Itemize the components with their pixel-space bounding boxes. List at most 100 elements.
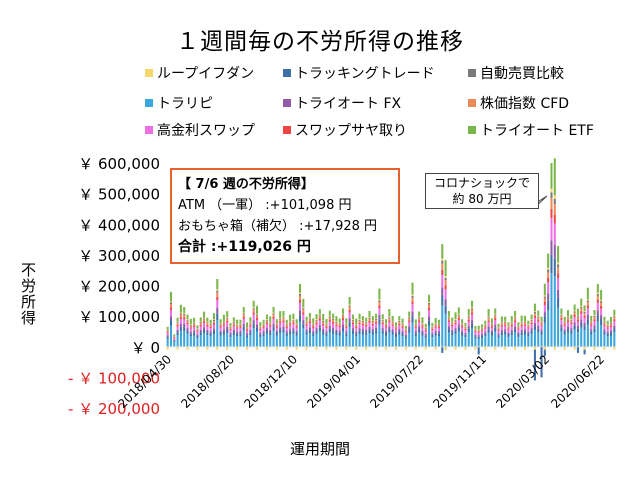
bar-segment [520,322,523,324]
bar-segment [418,326,421,330]
bar-segment [490,327,493,331]
bar-segment [322,323,325,326]
bar-segment [454,319,457,320]
bar-segment [490,332,493,336]
bar-segment [401,326,404,328]
bar-segment [401,333,404,336]
bar-negative [285,346,288,350]
bar-segment [315,324,318,329]
bar-segment [368,317,371,319]
bar-segment [437,324,440,327]
bar-segment [567,329,570,333]
bar-segment [497,333,500,336]
bar-segment [411,297,414,302]
bar-segment [189,325,192,328]
bar-segment [196,338,199,347]
bar-segment [527,324,530,326]
bar-segment [229,334,232,338]
bar-segment [308,321,311,324]
bar-segment [500,323,503,325]
bar-negative [424,346,427,350]
bar-negative [196,346,199,350]
bar-segment [411,294,414,296]
bar-segment [408,318,411,321]
bar-segment [600,299,603,301]
bar-segment [580,319,583,324]
bar-segment [418,322,421,327]
bar-segment [361,323,364,326]
bar-segment [262,324,265,327]
bar-segment [203,318,206,320]
bar-segment [255,319,259,325]
bar-segment [510,323,513,325]
bar-segment [613,316,616,318]
bar-segment [454,330,457,334]
bar-segment [514,322,517,327]
bar-segment [232,322,235,325]
bar-segment [471,312,474,315]
bar-segment [222,329,225,332]
bar-segment [219,335,222,347]
bar-segment [236,328,239,332]
bar-segment [289,329,292,332]
bar-segment [275,323,278,325]
bar-segment [547,253,550,268]
bar-segment [408,311,411,314]
bar-segment [236,333,239,337]
bar-segment [206,332,209,336]
bar-negative [533,346,536,381]
bar-segment [428,303,431,305]
bar-segment [547,267,550,270]
bar-segment [199,326,202,330]
bar-segment [418,329,421,333]
bar-segment [368,311,371,318]
legend-label: 高金利スワップ [157,123,255,139]
bar-segment [388,322,391,327]
bar-segment [421,330,424,333]
bar-segment [385,327,388,331]
bar-segment [199,324,202,327]
bar-segment [358,320,361,323]
bar-segment [381,320,384,323]
bar-segment [547,272,550,278]
bar-segment [543,322,546,347]
bar-segment [298,295,302,300]
legend-swatch [468,126,476,134]
bar-segment [183,315,186,318]
bar-segment [567,326,570,330]
bar-segment [342,324,345,328]
bar-segment [292,330,295,334]
bar-segment [242,316,245,319]
bar-segment [560,331,563,347]
legend-label: 株価指数 CFD [480,96,570,112]
bar-segment [418,311,421,313]
bar-segment [285,331,288,334]
covid-note-line1: コロナショックで [433,176,530,190]
bar-segment [229,326,232,328]
bar-segment [351,322,354,325]
bar-negative [275,346,278,350]
bar-segment [375,318,378,320]
bar-segment [424,337,427,347]
bar-segment [447,318,450,321]
bar-segment [358,333,361,347]
bar-segment [328,317,331,320]
bar-segment [596,310,599,316]
bar-segment [490,323,493,324]
bar-segment [365,329,368,333]
bar-segment [361,316,364,321]
bar-segment [219,323,222,324]
bar-negative [345,346,348,350]
bar-segment [500,321,503,323]
bar-segment [540,322,543,325]
bar-segment [437,327,440,332]
bar-segment [563,324,566,326]
bar-segment [381,319,384,321]
bar-segment [573,317,576,323]
bar-segment [305,320,308,322]
bar-segment [338,325,341,328]
bar-segment [325,319,328,324]
bar-segment [421,326,424,328]
bar-segment [610,327,613,331]
bar-segment [252,323,255,329]
